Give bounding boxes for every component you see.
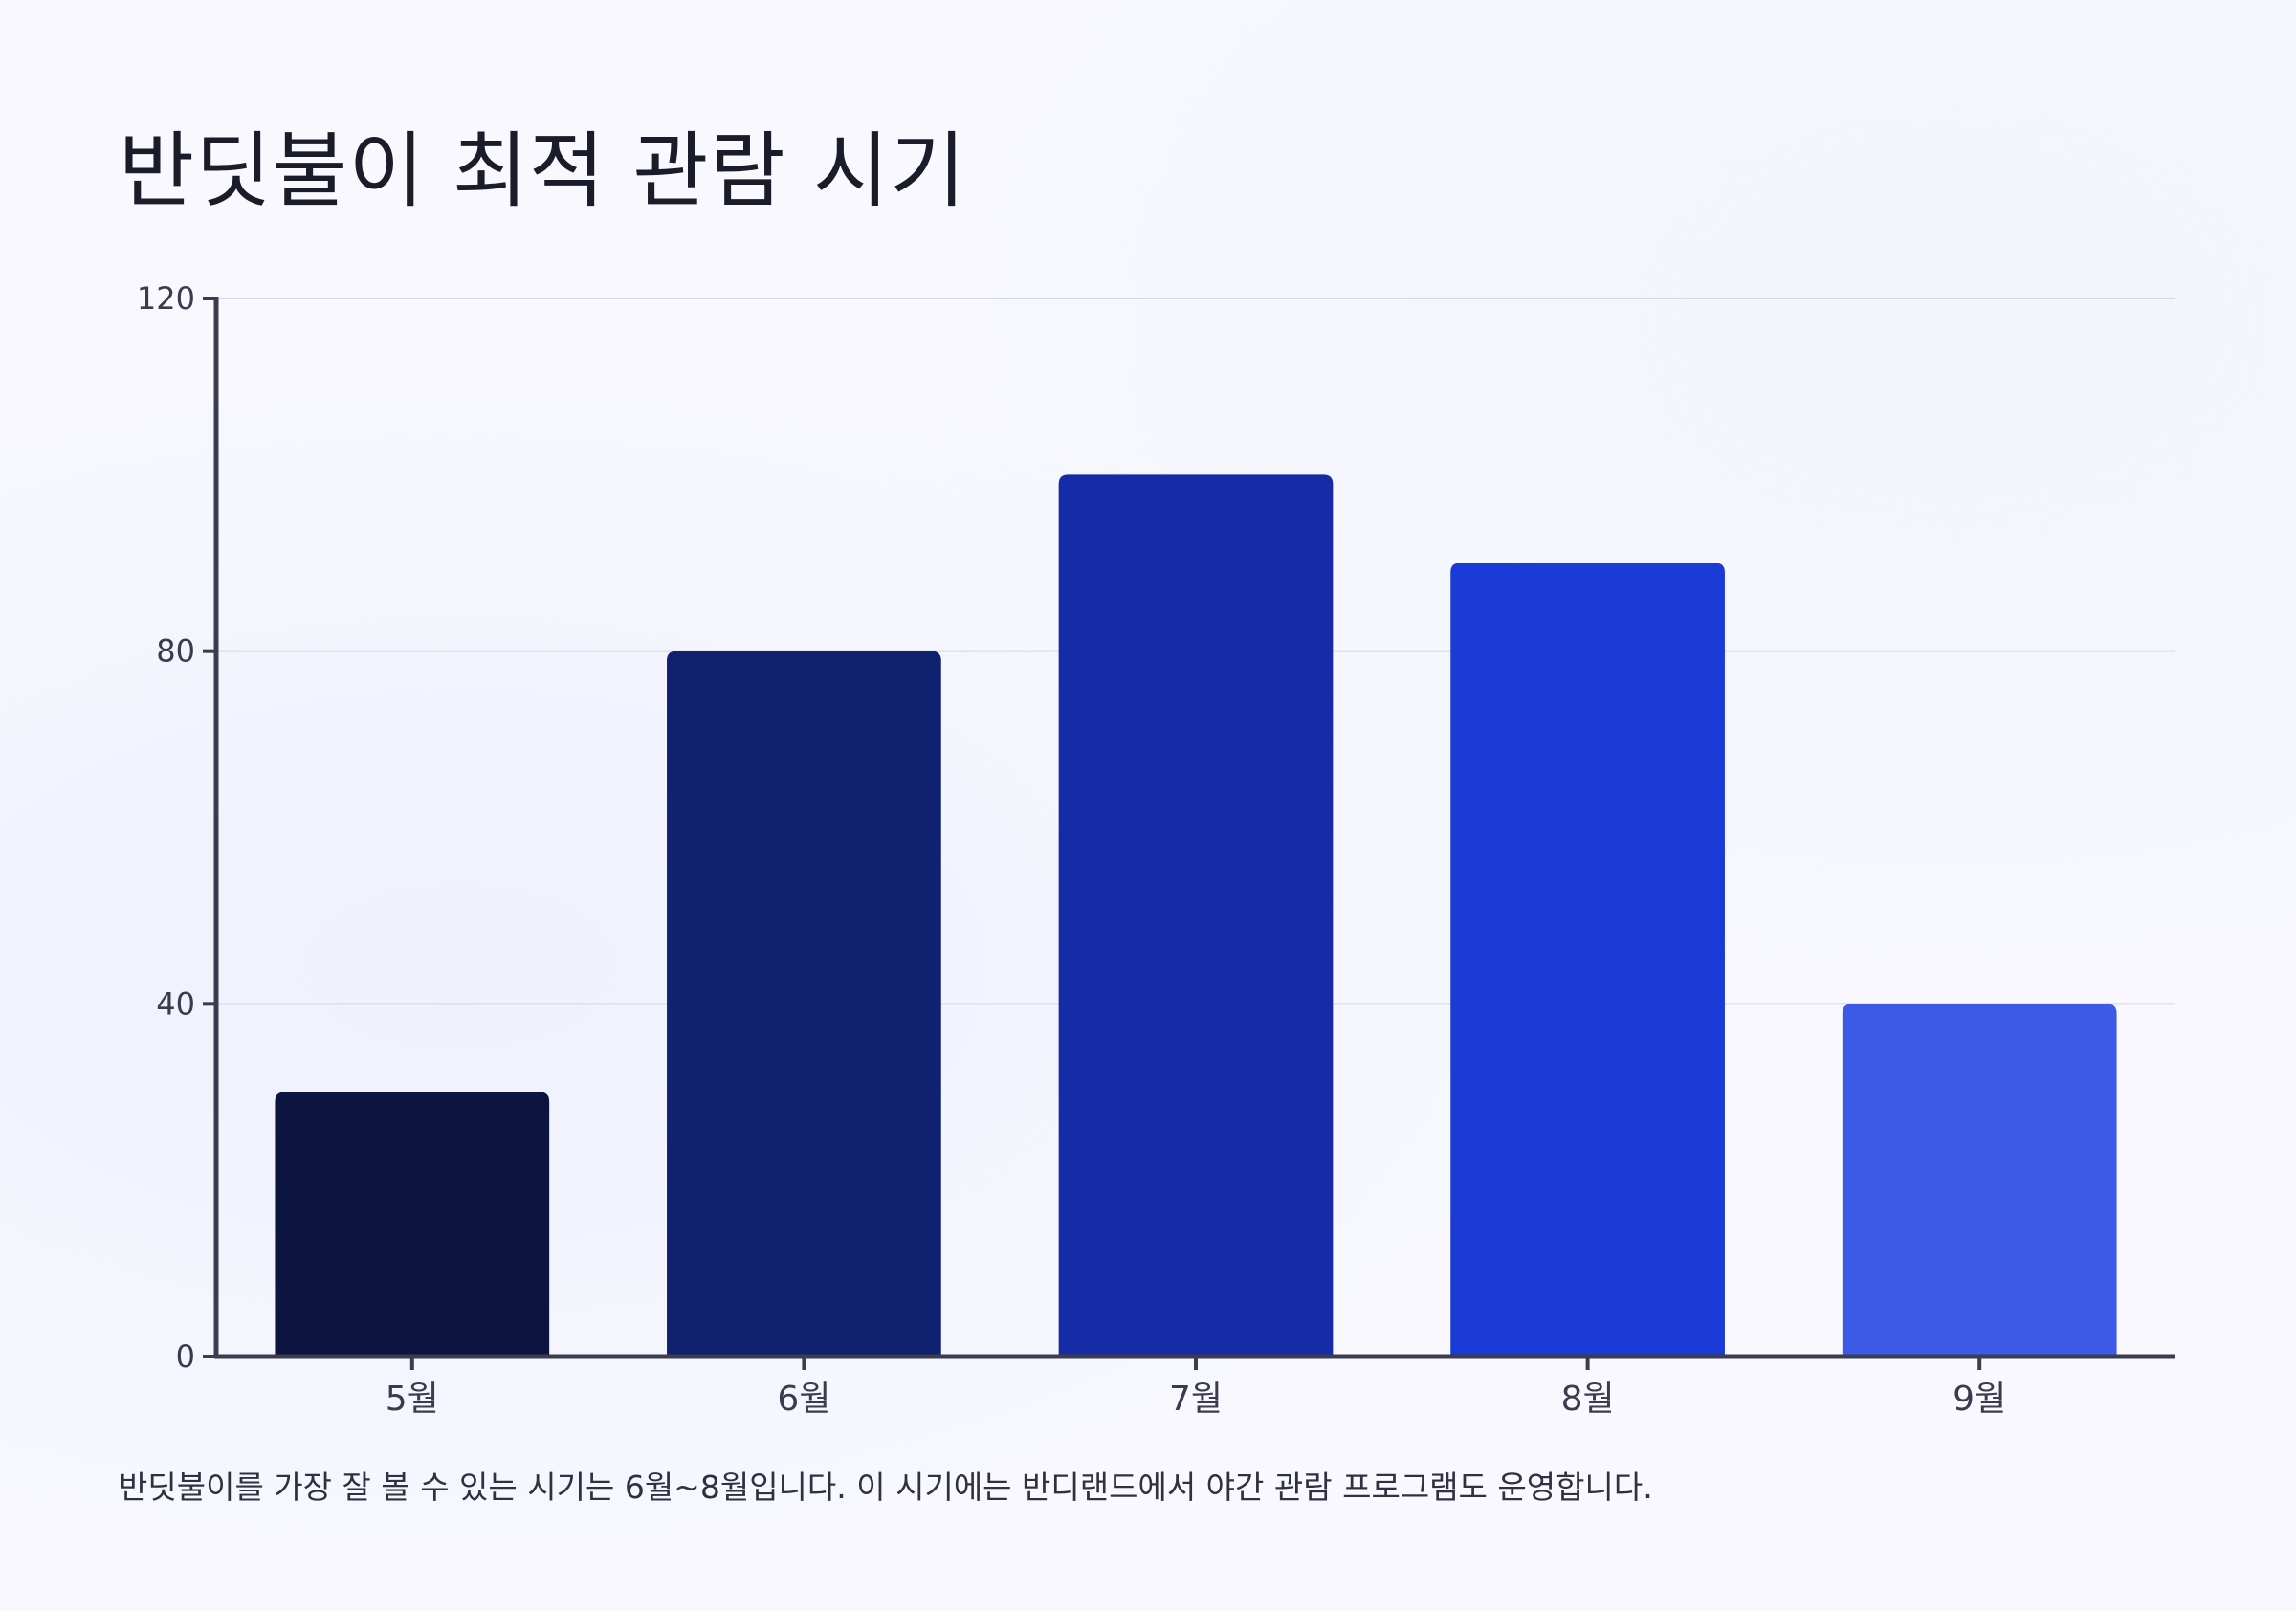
chart-title: 반딧불이 최적 관람 시기 — [119, 123, 967, 219]
y-tick-label: 80 — [156, 633, 195, 670]
bar-7월 — [1058, 474, 1334, 1357]
bar-8월 — [1450, 563, 1725, 1357]
y-tick-label: 0 — [176, 1338, 195, 1375]
x-tick-label: 6월 — [777, 1379, 830, 1419]
tick-labels: 0 40 80 120 5월 6월 7월 8월 9월 — [137, 280, 2006, 1419]
y-tick-label: 120 — [137, 280, 195, 317]
chart-caption: 반딧불이를 가장 잘 볼 수 있는 시기는 6월~8월입니다. 이 시기에는 반… — [119, 1468, 1653, 1506]
x-tick-label: 7월 — [1169, 1379, 1223, 1419]
y-tick-label: 40 — [156, 985, 195, 1022]
x-tick-label: 5월 — [386, 1379, 439, 1419]
bar-6월 — [667, 651, 941, 1357]
axes — [203, 297, 2175, 1370]
bars — [275, 474, 2117, 1357]
bar-5월 — [275, 1092, 550, 1357]
x-tick-label: 8월 — [1561, 1379, 1615, 1419]
bar-9월 — [1842, 1004, 2117, 1357]
x-tick-label: 9월 — [1953, 1379, 2006, 1419]
